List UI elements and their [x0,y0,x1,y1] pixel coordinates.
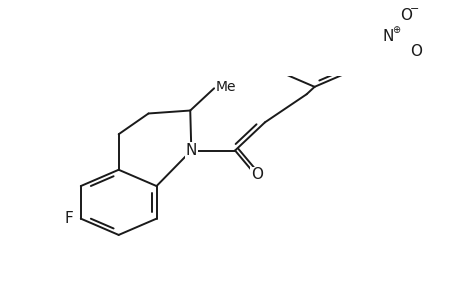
Text: O: O [251,167,263,182]
Text: −: − [409,4,418,14]
Text: F: F [64,211,73,226]
Text: O: O [409,44,421,59]
Text: O: O [399,8,412,23]
Text: Me: Me [215,80,236,94]
Text: N: N [185,143,196,158]
Text: N: N [382,29,393,44]
Text: ⊕: ⊕ [392,25,400,35]
